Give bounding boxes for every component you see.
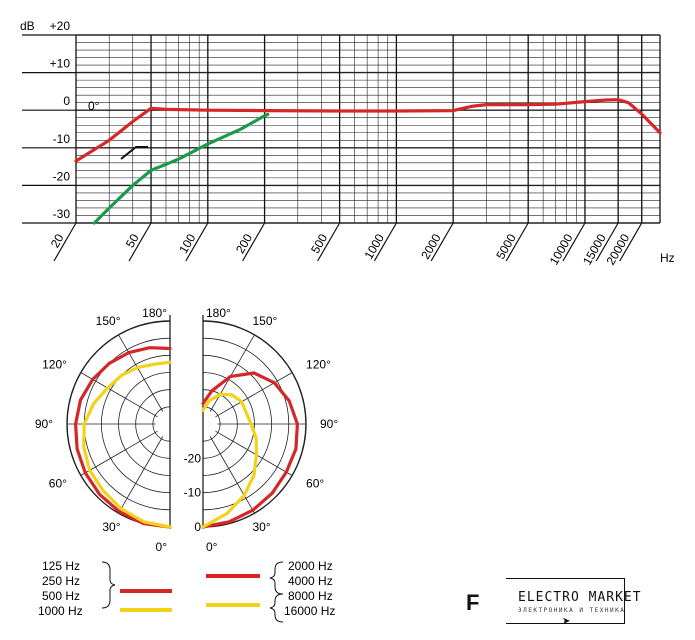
x-tick-mark [562,222,586,262]
x-tick-mark [373,222,397,262]
x-tick-mark [595,222,619,262]
logo-brand: ELECTRO MARKET [518,590,642,605]
y-tick-label: +20 [50,19,71,33]
x-tick-mark [128,222,152,262]
angle-annotation: 0° [88,99,100,113]
y-tick-label: -10 [53,132,71,146]
legend-brace-left [101,561,116,609]
legend-label: 500 Hz [42,589,80,603]
x-tick-mark [185,222,209,262]
x-tick-mark [619,222,643,262]
legend-brace-right-bottom [269,593,284,623]
y-tick-label: +10 [50,57,71,71]
polar-series-line [201,392,259,529]
polar-angle-label: 0° [206,540,218,554]
polar-spoke [80,430,158,476]
legend-label: 8000 Hz [288,589,333,603]
polar-angle-label: 60° [49,477,67,491]
legend-label: 16000 Hz [284,604,335,618]
polar-spoke [209,334,255,412]
x-axis-label: Hz [660,251,675,265]
polar-angle-label: 90° [35,417,53,431]
polar-series-line [74,346,172,529]
x-tick-mark [242,222,266,262]
electro-market-logo: F ELECTRO MARKET ЭЛЕКТРОНИКА И ТЕХНИКА ➤ [466,576,641,627]
polar-grid [66,315,307,529]
legend: 125 Hz 250 Hz 500 Hz 1000 Hz 2000 Hz 400… [38,559,335,623]
response-series-line [92,112,271,225]
polar-radial-labels: -20 -10 0 [184,451,202,534]
logo-subtitle: ЭЛЕКТРОНИКА И ТЕХНИКА [518,607,626,614]
x-tick-label: 500 [308,231,330,256]
legend-label: 1000 Hz [38,604,83,618]
x-tick-mark [53,222,77,262]
logo-mark: F [466,590,480,615]
polar-angle-labels: 180° 180° 150° 150° 120° 120° 90° 90° 60° 60° 30° 3… [35,306,339,554]
x-tick-label: 200 [233,231,255,256]
polar-spoke [215,430,293,476]
legend-label: 2000 Hz [288,559,333,573]
polar-angle-label: 180° [206,306,231,320]
frequency-response-series [74,98,662,225]
x-tick-label: 10000 [547,231,576,267]
polar-series-line [201,371,299,529]
response-series-line [74,98,662,163]
polar-spoke [118,334,164,412]
polar-series [74,346,299,529]
x-tick-label: 100 [176,231,198,256]
polar-angle-label: 0° [156,540,168,554]
x-tick-mark [505,222,529,262]
y-tick-label: -30 [53,207,71,221]
polar-radial-label: -10 [184,486,202,500]
polar-spoke [215,372,293,418]
x-tick-mark [317,222,341,262]
polar-angle-label: 120° [306,358,331,372]
cursor-icon: ➤ [562,616,571,627]
polar-angle-label: 60° [306,477,324,491]
polar-angle-label: 90° [320,417,338,431]
x-tick-label: 20000 [604,231,633,267]
y-axis-label: dB [20,19,35,33]
frequency-response-y-ticks: +20 +10 0 -10 -20 -30 [22,19,76,224]
legend-label: 250 Hz [42,574,80,588]
polar-angle-label: 150° [253,314,278,328]
polar-series-line [82,360,172,529]
y-tick-label: 0 [63,94,70,108]
x-tick-label: 20 [48,231,67,250]
polar-angle-label: 30° [102,520,120,534]
x-tick-label: 50 [123,231,142,250]
polar-radial-label: 0 [194,520,201,534]
x-tick-mark [430,222,454,262]
legend-label: 4000 Hz [288,574,333,588]
low-cut-filter-icon [120,146,148,160]
polar-spoke [209,436,255,514]
legend-label: 125 Hz [42,559,80,573]
polar-angle-label: 120° [42,358,67,372]
polar-angle-label: 150° [96,314,121,328]
logo-frame [506,578,625,624]
y-tick-label: -20 [53,169,71,183]
frequency-response-grid [75,34,661,224]
polar-angle-label: 30° [253,520,271,534]
polar-spoke [118,436,164,514]
polar-radial-label: -20 [184,451,202,465]
polar-angle-label: 180° [142,306,167,320]
legend-brace-right-top [269,561,284,595]
